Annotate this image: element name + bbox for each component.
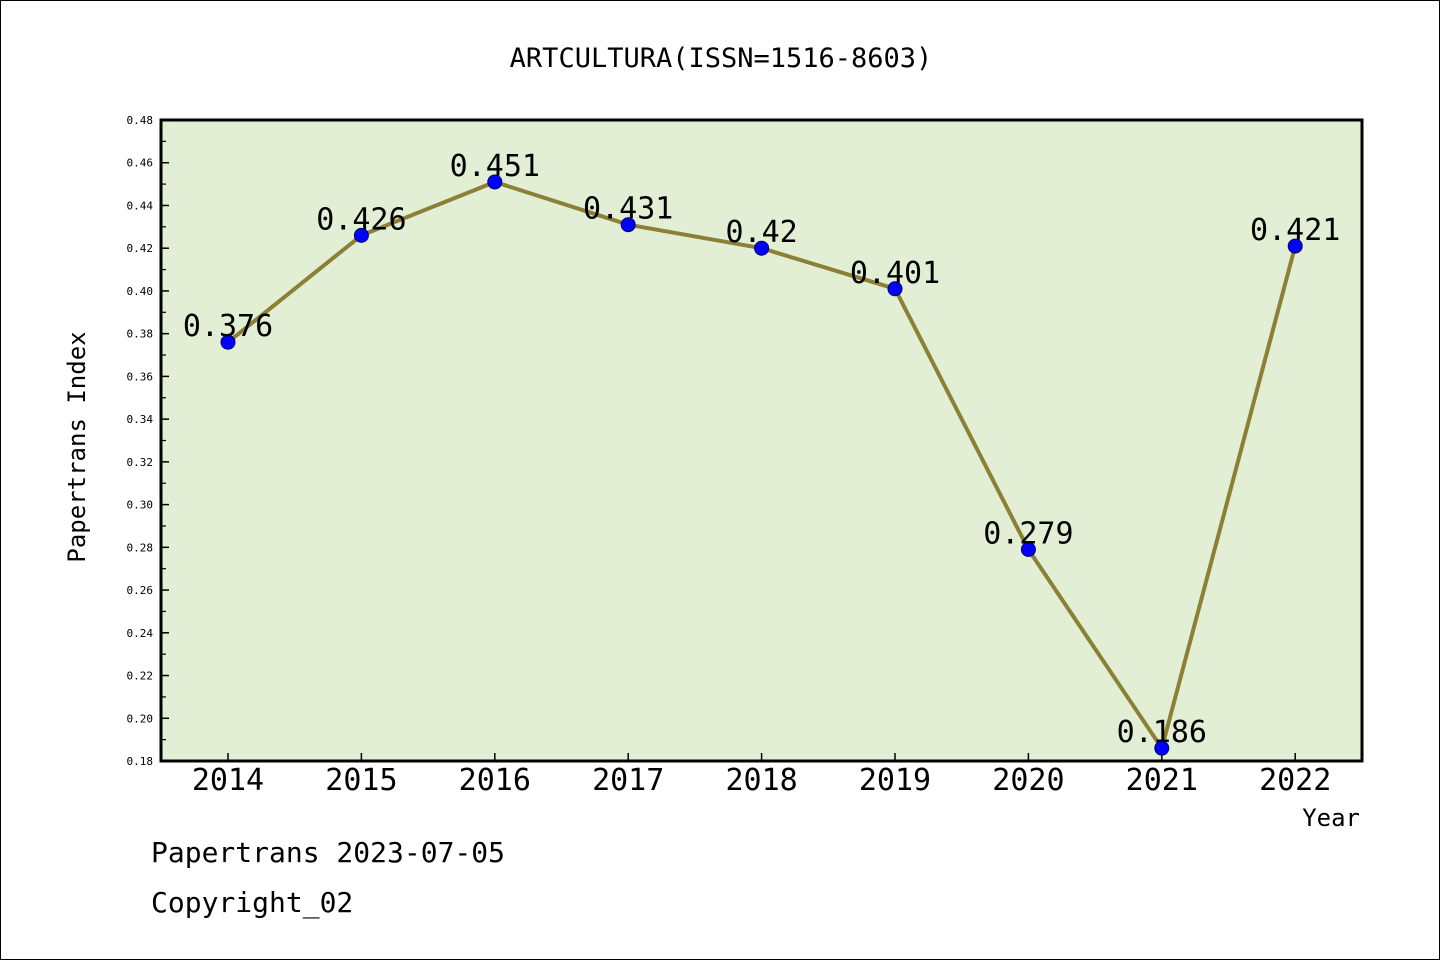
y-axis-title: Papertrans Index bbox=[63, 331, 91, 562]
data-label: 0.421 bbox=[1250, 213, 1340, 248]
x-tick-label: 2019 bbox=[859, 763, 931, 798]
x-tick-label: 2014 bbox=[192, 763, 264, 798]
y-tick-label: 0.42 bbox=[127, 242, 154, 255]
plot-area bbox=[159, 118, 1364, 763]
y-tick-label: 0.28 bbox=[127, 541, 154, 554]
y-tick-label: 0.38 bbox=[127, 328, 154, 341]
data-label: 0.451 bbox=[450, 149, 540, 184]
x-tick-label: 2022 bbox=[1259, 763, 1331, 798]
footer-date: Papertrans 2023-07-05 bbox=[151, 836, 506, 869]
chart-title: ARTCULTURA(ISSN=1516-8603) bbox=[510, 43, 933, 74]
data-point bbox=[1287, 238, 1303, 254]
y-axis: 0.18 0.20 0.22 0.24 0.26 0.28 0.30 0.32 0.34 0.36… bbox=[127, 114, 169, 768]
x-tick-label: 2017 bbox=[592, 763, 664, 798]
y-tick-label: 0.48 bbox=[127, 114, 154, 127]
x-tick-label: 2015 bbox=[325, 763, 397, 798]
x-axis-title: Year bbox=[1302, 804, 1360, 832]
data-label: 0.186 bbox=[1117, 715, 1207, 750]
x-axis: 2014 2015 2016 2017 2018 2019 2020 2021 2022 bbox=[192, 753, 1331, 798]
y-tick-label: 0.20 bbox=[127, 712, 154, 725]
x-tick-label: 2018 bbox=[725, 763, 797, 798]
y-tick-label: 0.46 bbox=[127, 157, 154, 170]
data-label: 0.279 bbox=[983, 516, 1073, 551]
data-label: 0.42 bbox=[725, 215, 797, 250]
x-tick-label: 2016 bbox=[459, 763, 531, 798]
y-tick-label: 0.36 bbox=[127, 370, 154, 383]
y-tick-label: 0.22 bbox=[127, 670, 154, 683]
x-tick-label: 2021 bbox=[1126, 763, 1198, 798]
data-label: 0.376 bbox=[183, 309, 273, 344]
data-label: 0.426 bbox=[316, 202, 406, 237]
data-labels-group: 0.376 0.426 0.451 0.431 0.42 0.401 0.279 0.186 0… bbox=[183, 149, 1341, 750]
footer-copyright: Copyright_02 bbox=[151, 886, 354, 919]
data-label: 0.401 bbox=[850, 256, 940, 291]
y-tick-label: 0.44 bbox=[127, 199, 154, 212]
data-point bbox=[1154, 740, 1170, 756]
y-tick-label: 0.34 bbox=[127, 413, 154, 426]
data-point bbox=[620, 217, 636, 233]
x-tick-label: 2020 bbox=[992, 763, 1064, 798]
data-point bbox=[754, 240, 770, 256]
y-tick-label: 0.32 bbox=[127, 456, 154, 469]
y-tick-label: 0.24 bbox=[127, 627, 154, 640]
data-point bbox=[220, 334, 236, 350]
data-point bbox=[353, 227, 369, 243]
y-tick-label: 0.26 bbox=[127, 584, 154, 597]
data-label: 0.431 bbox=[583, 192, 673, 227]
y-tick-label: 0.18 bbox=[127, 755, 154, 768]
data-point bbox=[1020, 541, 1036, 557]
y-tick-label: 0.30 bbox=[127, 499, 154, 512]
data-point bbox=[487, 174, 503, 190]
y-tick-label: 0.40 bbox=[127, 285, 154, 298]
data-point bbox=[887, 281, 903, 297]
markers-group bbox=[220, 174, 1303, 756]
